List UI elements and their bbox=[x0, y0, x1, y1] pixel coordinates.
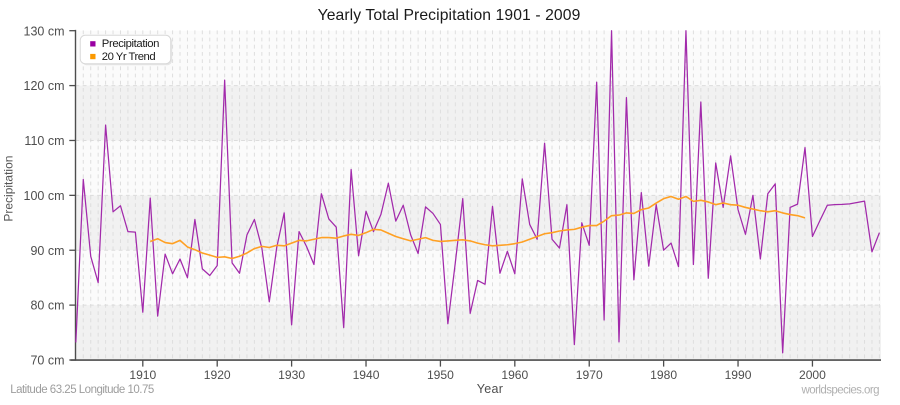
svg-text:110 cm: 110 cm bbox=[24, 134, 64, 148]
svg-text:Yearly Total Precipitation 190: Yearly Total Precipitation 1901 - 2009 bbox=[318, 7, 581, 24]
svg-text:worldspecies.org: worldspecies.org bbox=[801, 384, 880, 396]
svg-text:1930: 1930 bbox=[278, 368, 305, 382]
svg-text:Precipitation: Precipitation bbox=[102, 38, 159, 50]
svg-text:80 cm: 80 cm bbox=[30, 299, 64, 313]
svg-text:20 Yr Trend: 20 Yr Trend bbox=[102, 51, 156, 63]
svg-text:1910: 1910 bbox=[129, 368, 156, 382]
svg-text:90 cm: 90 cm bbox=[30, 244, 64, 258]
svg-text:100 cm: 100 cm bbox=[24, 189, 65, 203]
svg-text:1950: 1950 bbox=[427, 368, 454, 382]
svg-text:Latitude 63.25 Longitude 10.75: Latitude 63.25 Longitude 10.75 bbox=[10, 384, 154, 396]
svg-text:1940: 1940 bbox=[353, 368, 380, 382]
svg-text:1970: 1970 bbox=[576, 368, 603, 382]
svg-text:120 cm: 120 cm bbox=[24, 79, 65, 93]
svg-text:130 cm: 130 cm bbox=[24, 24, 65, 38]
svg-text:1980: 1980 bbox=[650, 368, 677, 382]
svg-text:70 cm: 70 cm bbox=[30, 354, 64, 368]
svg-text:Year: Year bbox=[477, 382, 503, 396]
svg-text:1960: 1960 bbox=[501, 368, 528, 382]
svg-text:1920: 1920 bbox=[204, 368, 231, 382]
svg-text:1990: 1990 bbox=[725, 368, 752, 382]
svg-text:2000: 2000 bbox=[799, 368, 826, 382]
svg-text:Precipitation: Precipitation bbox=[2, 156, 16, 222]
